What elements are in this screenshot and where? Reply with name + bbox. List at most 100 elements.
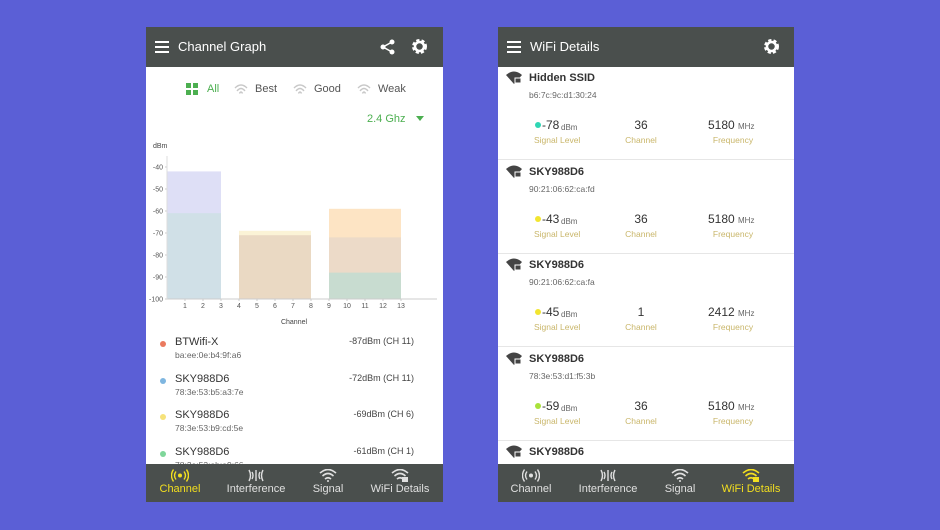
details-card[interactable]: SKY988D6: [498, 441, 794, 464]
mac-address: 78:3e:53:b9:cd:5e: [175, 423, 244, 434]
filter-option[interactable]: Weak: [378, 83, 406, 95]
channel-value: 1: [637, 305, 645, 319]
mac-address: 90:21:06:62:ca:fa: [529, 277, 595, 287]
wifi-lock-icon: [506, 71, 522, 84]
network-row[interactable]: SKY988D6 78:3e:53:b9:cd:5e -69dBm (CH 6): [146, 408, 443, 444]
title: WiFi Details: [530, 39, 600, 54]
channel-bar: [329, 272, 401, 299]
nav-tab[interactable]: Channel: [498, 464, 569, 502]
nav-icon: [171, 469, 189, 482]
network-name: Hidden SSID: [529, 72, 596, 84]
mac-address: 90:21:06:62:ca:fd: [529, 183, 595, 194]
x-tick-label: 12: [379, 303, 387, 310]
header: Channel Graph: [146, 27, 443, 67]
x-axis-label: Channel: [281, 319, 308, 326]
network-name: SKY988D6: [175, 372, 230, 385]
nav-label: Interference: [226, 483, 286, 495]
metric-label: Channel: [625, 415, 657, 426]
nav-icon: [522, 469, 540, 482]
settings-icon[interactable]: [411, 38, 428, 55]
x-tick-label: 8: [309, 303, 313, 310]
channel-value: 36: [634, 398, 648, 413]
network-name: SKY988D6: [529, 446, 585, 458]
header: WiFi Details: [498, 27, 794, 67]
nav-tab[interactable]: Channel: [146, 464, 218, 502]
nav-tab[interactable]: Interference: [218, 464, 294, 502]
nav-label: Channel: [159, 483, 201, 495]
y-tick-label: -70: [153, 231, 163, 238]
channel-value: 36: [634, 211, 648, 226]
frequency-value: 5180: [708, 211, 735, 226]
signal-dot: [535, 309, 541, 315]
signal-dot: [160, 451, 166, 458]
signal-dot: [535, 402, 541, 409]
signal-dot: [535, 215, 541, 222]
metric-label: Frequency: [712, 135, 754, 145]
signal-dot: [160, 414, 166, 421]
channel-value: 36: [634, 118, 648, 132]
nav-tab[interactable]: WiFi Details: [713, 464, 789, 502]
frequency-value: 5180: [708, 398, 735, 413]
x-tick-label: 13: [397, 303, 405, 310]
menu-icon[interactable]: [155, 41, 169, 53]
metric-label: Signal Level: [534, 228, 581, 239]
channel-bar: [167, 213, 221, 299]
nav-tab[interactable]: WiFi Details: [362, 464, 438, 502]
nav-icon: [671, 469, 689, 482]
nav-tab[interactable]: Interference: [570, 464, 646, 502]
network-name: BTWifi-X: [175, 336, 219, 348]
nav-tab[interactable]: Signal: [642, 464, 718, 502]
menu-icon[interactable]: [507, 41, 521, 53]
signal-value: -78: [542, 118, 560, 132]
x-tick-label: 6: [273, 303, 277, 310]
details-card[interactable]: SKY988D6 78:3e:53:d1:f5:3b -59 dBm Signal Le…: [498, 348, 794, 441]
network-name: SKY988D6: [529, 352, 585, 365]
details-card[interactable]: SKY988D6 90:21:06:62:ca:fa -45 dBm Signal Le…: [498, 254, 794, 347]
network-name: SKY988D6: [529, 259, 585, 271]
metric-label: Frequency: [712, 415, 754, 426]
x-tick-label: 4: [237, 303, 241, 310]
settings-icon[interactable]: [763, 38, 780, 55]
share-icon[interactable]: [380, 39, 396, 55]
dropdown-arrow[interactable]: [416, 116, 424, 122]
band-select[interactable]: 2.4 Ghz: [367, 113, 406, 125]
metric-label: Signal Level: [534, 322, 581, 332]
x-tick-label: 9: [327, 303, 331, 310]
nav-icon: [742, 469, 760, 482]
wifi-lock-icon: [506, 258, 522, 271]
filter-option[interactable]: Good: [314, 83, 341, 95]
details-screen: WiFi Details Hidden SSID b6:7c:9c:d1:30:2…: [498, 27, 794, 502]
signal-text: -69dBm (CH 6): [353, 409, 414, 420]
mac-address: 78:3e:53:ab:a9:66: [175, 460, 244, 464]
nav-tab[interactable]: Signal: [290, 464, 366, 502]
unit: MHz: [738, 309, 755, 318]
x-tick-label: 1: [183, 303, 187, 310]
filter-option[interactable]: All: [207, 83, 220, 95]
metric-label: Frequency: [712, 228, 754, 239]
unit: MHz: [738, 402, 755, 412]
network-row[interactable]: BTWifi-X ba:ee:0e:b4:9f:a6 -87dBm (CH 11): [146, 335, 443, 371]
network-name: SKY988D6: [529, 165, 585, 178]
nav-icon: [248, 469, 264, 482]
details-card[interactable]: Hidden SSID b6:7c:9c:d1:30:24 -78 dBm Signal…: [498, 67, 794, 160]
filter-option[interactable]: Best: [255, 83, 278, 95]
signal-text: -72dBm (CH 11): [349, 372, 414, 383]
details-card[interactable]: SKY988D6 90:21:06:62:ca:fd -43 dBm Signal Le…: [498, 161, 794, 254]
metric-label: Signal Level: [534, 415, 581, 426]
network-name: SKY988D6: [175, 446, 230, 459]
network-list: BTWifi-X ba:ee:0e:b4:9f:a6 -87dBm (CH 11) S…: [146, 332, 443, 464]
wifi-icon: [234, 84, 248, 94]
nav-icon: [391, 469, 409, 482]
mac-address: b6:7c:9c:d1:30:24: [529, 90, 597, 100]
network-row[interactable]: SKY988D6 78:3e:53:b5:a3:7e -72dBm (CH 11): [146, 372, 443, 408]
signal-dot: [160, 377, 166, 384]
wifi-icon: [357, 84, 371, 94]
signal-value: -43: [542, 211, 560, 226]
y-tick-label: -90: [153, 275, 163, 282]
nav-icon: [600, 469, 616, 482]
frequency-value: 2412: [708, 305, 735, 319]
unit: dBm: [561, 403, 578, 413]
